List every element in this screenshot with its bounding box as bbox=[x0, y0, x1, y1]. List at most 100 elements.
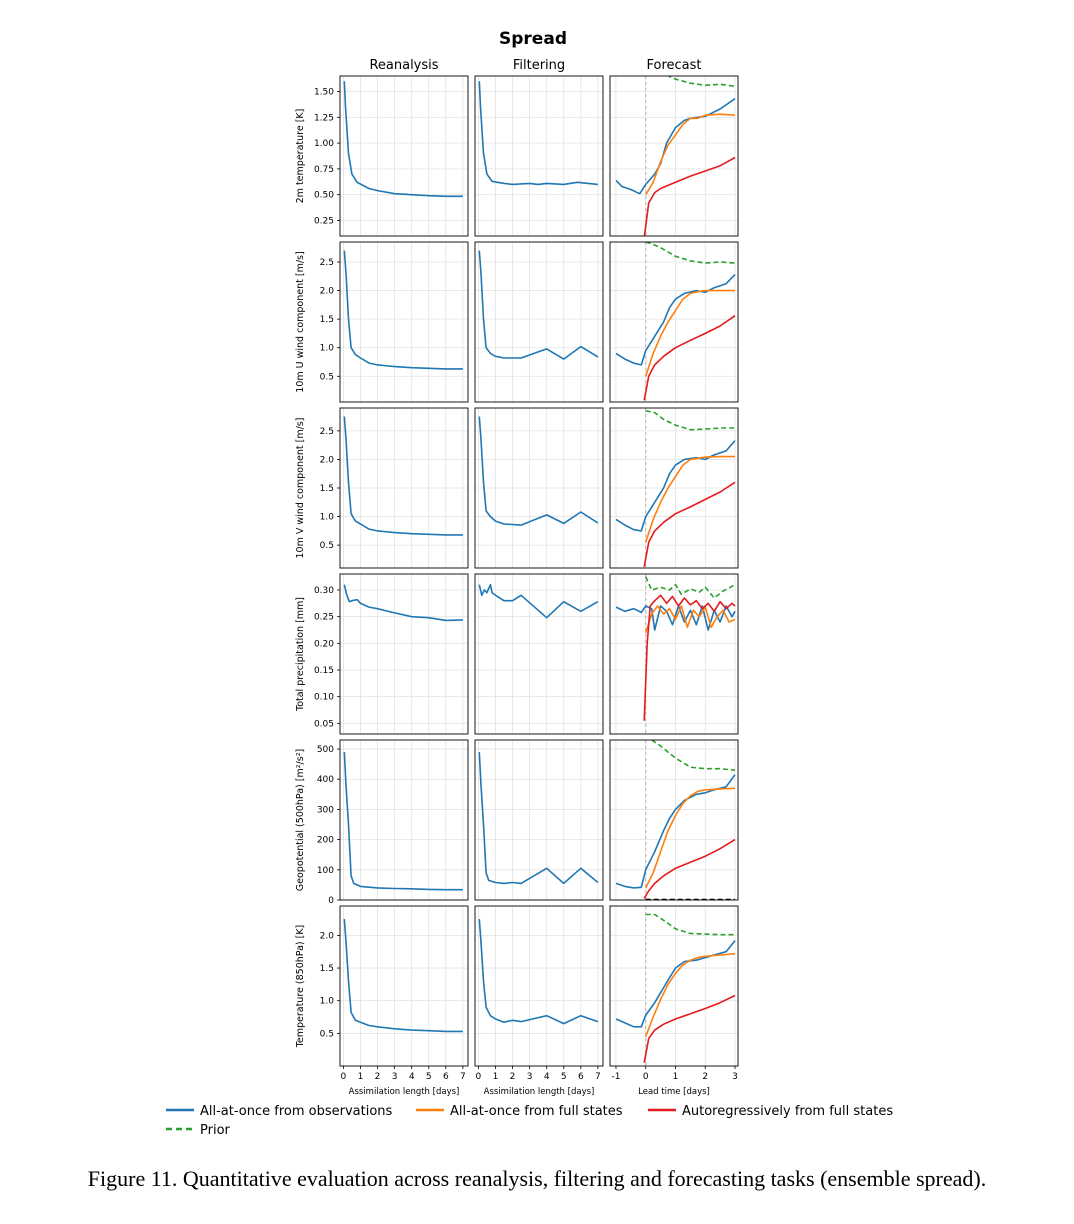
series-line-autoregressive bbox=[643, 838, 736, 899]
panel-reanalysis-row-3 bbox=[343, 416, 463, 536]
x-tick-label-filtering: 7 bbox=[595, 1072, 601, 1082]
series-line-all-at-once-observations bbox=[478, 919, 599, 1025]
panel-reanalysis-row-1 bbox=[343, 81, 463, 198]
x-tick-label-filtering: 2 bbox=[510, 1072, 516, 1082]
x-tick-label-forecast: 0 bbox=[643, 1072, 649, 1082]
x-tick-label-filtering: 6 bbox=[578, 1072, 584, 1082]
x-tick-label-reanalysis: 0 bbox=[341, 1072, 347, 1082]
y-tick-label-row-4: 0.30 bbox=[314, 586, 334, 596]
x-tick-label-reanalysis: 5 bbox=[426, 1072, 432, 1082]
panel-filtering-row-2 bbox=[478, 250, 599, 360]
panel-frame bbox=[474, 407, 604, 569]
panel-frame bbox=[474, 905, 604, 1067]
series-line-all-at-once-full-states bbox=[644, 787, 736, 889]
y-axis-label-row-3: 10m V wind component [m/s] bbox=[295, 418, 306, 559]
figure-caption: Figure 11. Quantitative evaluation acros… bbox=[87, 1166, 987, 1191]
x-tick-label-reanalysis: 6 bbox=[443, 1072, 449, 1082]
y-tick-label-row-3: 2.0 bbox=[320, 455, 335, 465]
series-line-all-at-once-observations bbox=[343, 752, 463, 891]
y-tick-label-row-3: 2.5 bbox=[320, 427, 334, 437]
series-line-all-at-once-full-states bbox=[644, 289, 735, 377]
y-tick-label-row-1: 1.50 bbox=[314, 87, 334, 97]
series-line-all-at-once-observations bbox=[343, 81, 463, 198]
y-tick-label-row-4: 0.20 bbox=[314, 639, 334, 649]
x-tick-label-reanalysis: 3 bbox=[392, 1072, 398, 1082]
y-tick-label-row-5: 400 bbox=[317, 775, 334, 785]
y-tick-label-row-2: 0.5 bbox=[320, 372, 334, 382]
panel-forecast-row-4 bbox=[615, 574, 736, 734]
y-tick-label-row-3: 1.0 bbox=[320, 513, 335, 523]
x-tick-label-reanalysis: 1 bbox=[358, 1072, 364, 1082]
legend-label-prior: Prior bbox=[200, 1123, 231, 1138]
panel-frame bbox=[609, 407, 739, 569]
x-tick-label-forecast: 2 bbox=[702, 1072, 708, 1082]
panel-frame bbox=[609, 241, 739, 403]
series-line-prior bbox=[645, 913, 735, 936]
panel-filtering-row-6 bbox=[478, 919, 599, 1025]
y-tick-label-row-2: 1.0 bbox=[320, 344, 335, 354]
spread-figure: Spread Reanalysis Filtering Forecast 2m … bbox=[166, 29, 893, 1138]
x-tick-label-filtering: 3 bbox=[527, 1072, 533, 1082]
series-line-all-at-once-observations bbox=[343, 416, 463, 536]
y-tick-label-row-2: 1.5 bbox=[320, 315, 334, 325]
y-tick-label-row-6: 2.0 bbox=[320, 931, 335, 941]
panel-forecast-row-1 bbox=[615, 76, 736, 236]
panel-frame bbox=[474, 241, 604, 403]
y-axis-label-row-4: Total precipitation [mm] bbox=[295, 597, 306, 712]
y-tick-label-row-3: 0.5 bbox=[320, 541, 334, 551]
series-line-all-at-once-observations bbox=[478, 583, 599, 619]
y-tick-label-row-2: 2.5 bbox=[320, 258, 334, 268]
panel-frame bbox=[474, 573, 604, 735]
legend-label-auto: Autoregressively from full states bbox=[682, 1104, 893, 1119]
panel-reanalysis-row-6 bbox=[343, 919, 463, 1033]
column-title-filtering: Filtering bbox=[513, 58, 565, 73]
x-axis-label-forecast: Lead time [days] bbox=[638, 1087, 710, 1097]
panel-reanalysis-row-4 bbox=[343, 584, 463, 622]
panel-frame bbox=[339, 905, 469, 1067]
panel-frame bbox=[474, 739, 604, 901]
y-axis-label-row-1: 2m temperature [K] bbox=[295, 109, 306, 204]
y-tick-label-row-1: 0.25 bbox=[314, 217, 334, 227]
panel-forecast-row-6 bbox=[615, 906, 736, 1066]
panel-reanalysis-row-2 bbox=[343, 250, 463, 370]
x-tick-label-reanalysis: 2 bbox=[375, 1072, 381, 1082]
series-line-all-at-once-observations bbox=[478, 752, 599, 885]
y-tick-label-row-1: 0.50 bbox=[314, 191, 334, 201]
y-tick-label-row-5: 300 bbox=[317, 805, 334, 815]
series-line-all-at-once-observations bbox=[615, 774, 736, 889]
figure-title: Spread bbox=[499, 29, 567, 49]
y-tick-label-row-2: 2.0 bbox=[320, 287, 335, 297]
panel-frame bbox=[609, 573, 739, 735]
column-title-forecast: Forecast bbox=[646, 58, 701, 73]
x-tick-label-filtering: 1 bbox=[493, 1072, 499, 1082]
y-tick-label-row-5: 0 bbox=[328, 896, 334, 906]
series-line-all-at-once-observations bbox=[478, 416, 599, 526]
x-tick-label-forecast: 1 bbox=[673, 1072, 679, 1082]
column-title-reanalysis: Reanalysis bbox=[369, 58, 438, 73]
y-tick-label-row-5: 200 bbox=[317, 836, 334, 846]
y-tick-label-row-5: 500 bbox=[317, 745, 334, 755]
series-line-all-at-once-full-states bbox=[644, 455, 735, 543]
x-tick-label-forecast: -1 bbox=[611, 1072, 620, 1082]
y-tick-label-row-5: 100 bbox=[317, 866, 334, 876]
y-tick-label-row-1: 1.00 bbox=[314, 139, 334, 149]
panel-forecast-row-3 bbox=[615, 408, 736, 568]
panel-filtering-row-1 bbox=[478, 81, 598, 186]
panel-frame bbox=[339, 739, 469, 901]
y-tick-label-row-6: 0.5 bbox=[320, 1029, 334, 1039]
series-line-all-at-once-full-states bbox=[645, 113, 736, 196]
panel-filtering-row-4 bbox=[478, 583, 599, 619]
series-line-autoregressive bbox=[643, 594, 736, 721]
series-line-prior bbox=[666, 76, 736, 88]
panel-frame bbox=[339, 75, 469, 237]
x-tick-label-reanalysis: 4 bbox=[409, 1072, 415, 1082]
panel-grid: 2m temperature [K]0.250.500.751.001.251.… bbox=[295, 75, 739, 1082]
y-tick-label-row-4: 0.15 bbox=[314, 666, 334, 676]
y-tick-label-row-4: 0.25 bbox=[314, 613, 334, 623]
x-tick-label-filtering: 4 bbox=[544, 1072, 550, 1082]
panel-filtering-row-3 bbox=[478, 416, 599, 526]
panel-frame bbox=[609, 739, 739, 901]
legend: All-at-once from observations All-at-onc… bbox=[166, 1104, 893, 1138]
panel-frame bbox=[609, 905, 739, 1067]
legend-label-obs: All-at-once from observations bbox=[200, 1104, 393, 1119]
